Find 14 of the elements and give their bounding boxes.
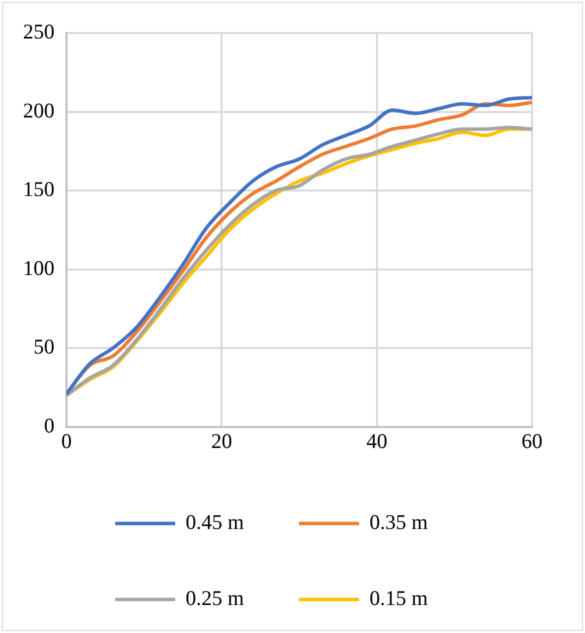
legend-label: 0.15 m bbox=[370, 586, 428, 610]
y-tick-label: 250 bbox=[23, 20, 54, 44]
y-tick-label: 150 bbox=[23, 177, 54, 202]
y-tick-label: 0 bbox=[44, 413, 54, 438]
x-tick-label: 20 bbox=[211, 428, 232, 453]
y-tick-label: 200 bbox=[23, 98, 54, 122]
legend-label: 0.35 m bbox=[370, 510, 428, 534]
x-tick-label: 0 bbox=[61, 428, 72, 453]
x-tick-label: 40 bbox=[366, 428, 388, 453]
y-tick-label: 100 bbox=[23, 256, 54, 280]
legend-label: 0.45 m bbox=[186, 510, 244, 534]
y-tick-label: 50 bbox=[34, 334, 54, 359]
legend-label: 0.25 m bbox=[186, 586, 244, 610]
x-tick-label: 60 bbox=[522, 428, 542, 453]
